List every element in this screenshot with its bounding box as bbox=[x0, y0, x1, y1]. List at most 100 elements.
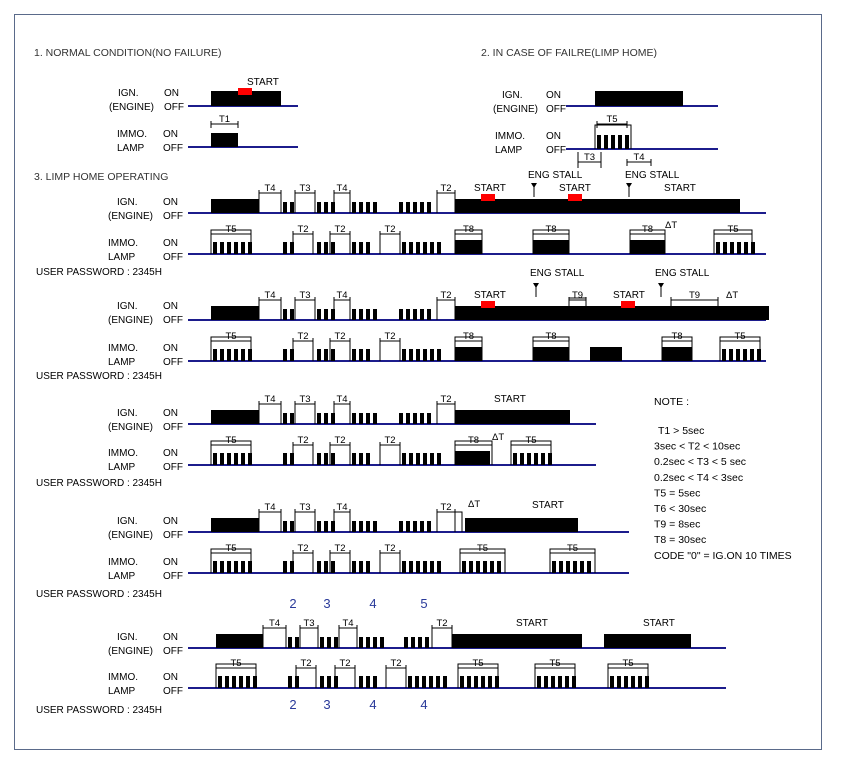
on-label: ON bbox=[163, 408, 178, 419]
blink-pulse bbox=[587, 561, 591, 573]
blink-pulse bbox=[416, 349, 420, 361]
blink-pulse bbox=[283, 561, 287, 573]
blink-pulse bbox=[213, 242, 217, 254]
blink-pulse bbox=[373, 521, 377, 532]
immo-label: IMMO. bbox=[117, 129, 147, 140]
signal-pulse-outline bbox=[258, 192, 282, 213]
lamp-label: LAMP bbox=[108, 462, 136, 473]
signals bbox=[210, 91, 769, 688]
off-label: OFF bbox=[163, 422, 183, 433]
blink-pulse bbox=[359, 521, 363, 532]
timer-label-t4: T4 bbox=[342, 618, 353, 629]
blink-pulse bbox=[565, 676, 569, 688]
signal-high bbox=[533, 240, 569, 254]
blink-pulse bbox=[416, 561, 420, 573]
blink-pulse bbox=[423, 453, 427, 465]
digit-bottom-4: 4 bbox=[420, 697, 427, 712]
blink-pulse bbox=[736, 349, 740, 361]
signal-pulse-outline bbox=[532, 336, 570, 361]
off-label: OFF bbox=[163, 315, 183, 326]
blink-pulse bbox=[437, 453, 441, 465]
blink-pulse bbox=[288, 676, 292, 688]
blink-pulse bbox=[541, 453, 545, 465]
blink-pulse bbox=[283, 521, 287, 532]
blink-pulse bbox=[366, 676, 370, 688]
timer-label-t2: T2 bbox=[297, 435, 308, 446]
blink-pulse bbox=[411, 637, 415, 648]
delta-t-label: ΔT bbox=[492, 432, 504, 443]
blink-pulse bbox=[373, 637, 377, 648]
blink-pulse bbox=[352, 561, 356, 573]
blink-pulse bbox=[402, 561, 406, 573]
signal-pulse-outline bbox=[333, 403, 351, 424]
blink-pulse bbox=[241, 561, 245, 573]
blink-pulse bbox=[327, 676, 331, 688]
timer-annotations: T1 T5 T3 T4 T4 T3 T4 T2 T5 T2 T2 T2 T8 T8 T8 T5 T4 T3 T4 T2… bbox=[210, 114, 761, 672]
timer-label-t2: T2 bbox=[440, 394, 451, 405]
off-label: OFF bbox=[546, 104, 566, 115]
blink-pulse bbox=[283, 413, 287, 424]
signal-high bbox=[455, 199, 740, 213]
signal-pulse-outline bbox=[379, 444, 401, 465]
timer-label-t2: T2 bbox=[334, 224, 345, 235]
timer-label-t4: T4 bbox=[269, 618, 280, 629]
blink-pulse bbox=[373, 413, 377, 424]
blink-pulse bbox=[359, 413, 363, 424]
signal-high bbox=[211, 306, 259, 320]
note-line: T8 = 30sec bbox=[654, 534, 706, 546]
timer-label-t5: T5 bbox=[727, 224, 738, 235]
delta-t-label: ΔT bbox=[726, 290, 738, 301]
blink-pulse bbox=[290, 413, 294, 424]
signal-high bbox=[662, 347, 692, 361]
engine-label: (ENGINE) bbox=[108, 211, 153, 222]
start-label: START bbox=[247, 77, 279, 88]
off-label: OFF bbox=[164, 102, 184, 113]
timer-label-t3: T3 bbox=[299, 183, 310, 194]
blink-pulse bbox=[331, 349, 335, 361]
blink-pulse bbox=[366, 309, 370, 320]
blink-pulse bbox=[544, 676, 548, 688]
signal-pulse-outline bbox=[436, 511, 456, 532]
blink-pulse bbox=[283, 242, 287, 254]
timer-label-t2: T2 bbox=[440, 183, 451, 194]
blink-pulse bbox=[290, 349, 294, 361]
signal-pulse-outline bbox=[292, 552, 314, 573]
timer-label-t2: T2 bbox=[297, 543, 308, 554]
timer-label-t8: T8 bbox=[545, 331, 556, 342]
off-label: OFF bbox=[546, 145, 566, 156]
timer-label-t1: T1 bbox=[219, 114, 230, 125]
blink-pulse bbox=[436, 676, 440, 688]
blink-pulse bbox=[559, 561, 563, 573]
signal-high bbox=[211, 518, 259, 532]
signal-pulse-outline bbox=[510, 440, 552, 465]
timer-label-t2: T2 bbox=[300, 658, 311, 669]
signal-pulse-outline bbox=[454, 229, 483, 254]
blink-pulse bbox=[331, 309, 335, 320]
on-label: ON bbox=[546, 90, 561, 101]
signal-pulse-outline bbox=[629, 229, 666, 254]
signal-high bbox=[630, 240, 665, 254]
blink-pulse bbox=[324, 453, 328, 465]
note-line: T9 = 8sec bbox=[654, 519, 700, 531]
note-line: T5 = 5sec bbox=[654, 487, 700, 499]
signal-high bbox=[455, 347, 482, 361]
blink-pulse bbox=[744, 242, 748, 254]
timer-label-t2: T2 bbox=[440, 290, 451, 301]
on-label: ON bbox=[163, 632, 178, 643]
blink-pulse bbox=[248, 453, 252, 465]
blink-pulse bbox=[757, 349, 761, 361]
blink-pulse bbox=[331, 453, 335, 465]
blink-pulse bbox=[413, 521, 417, 532]
blink-pulse bbox=[317, 242, 321, 254]
signal-high bbox=[604, 634, 691, 648]
blink-pulse bbox=[220, 349, 224, 361]
blink-pulse bbox=[429, 676, 433, 688]
engine-label: (ENGINE) bbox=[109, 102, 154, 113]
timer-label-t3: T3 bbox=[299, 394, 310, 405]
off-label: OFF bbox=[163, 143, 183, 154]
timer-label-t3: T3 bbox=[299, 502, 310, 513]
timer-label-t3: T3 bbox=[303, 618, 314, 629]
blink-pulse bbox=[402, 242, 406, 254]
blink-pulse bbox=[317, 561, 321, 573]
on-label: ON bbox=[163, 238, 178, 249]
